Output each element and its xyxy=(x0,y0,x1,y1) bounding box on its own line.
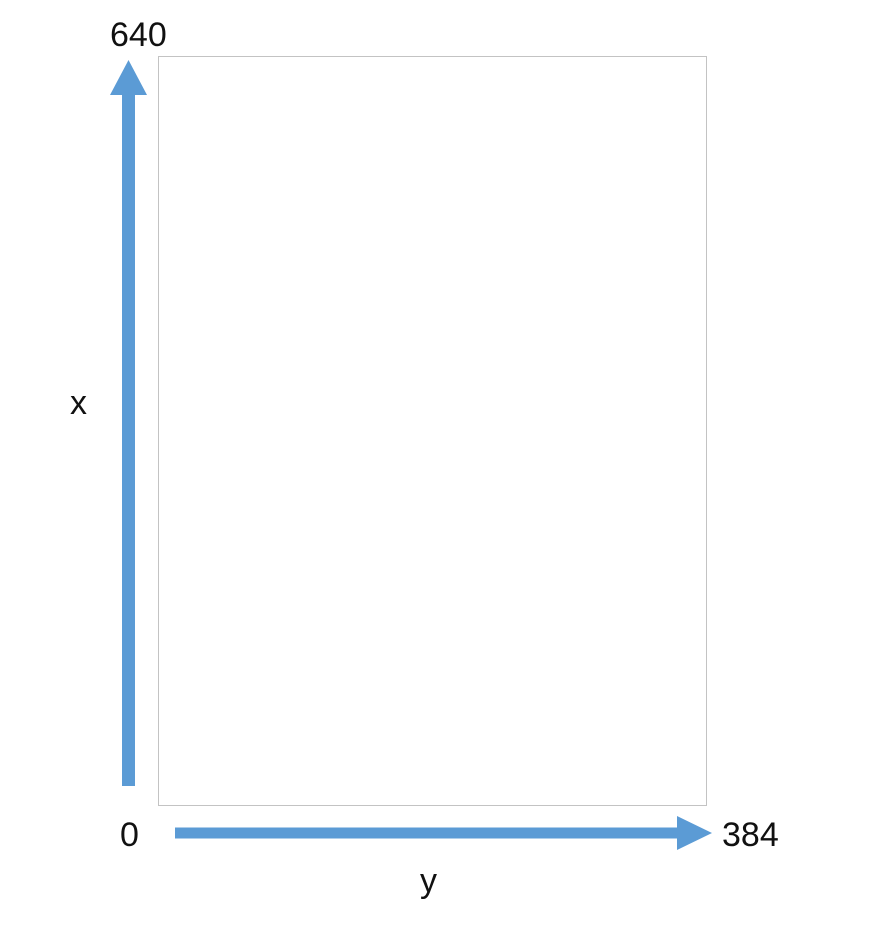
x-axis-max-label: 640 xyxy=(110,16,167,54)
y-axis-name-label: y xyxy=(420,862,437,900)
x-axis-name-label: x xyxy=(70,384,87,422)
y-axis-max-label: 384 xyxy=(722,816,779,854)
x-axis-arrow xyxy=(110,60,147,786)
image-plane-rectangle xyxy=(158,56,707,806)
y-axis-arrow xyxy=(175,816,712,850)
origin-label: 0 xyxy=(120,816,139,854)
